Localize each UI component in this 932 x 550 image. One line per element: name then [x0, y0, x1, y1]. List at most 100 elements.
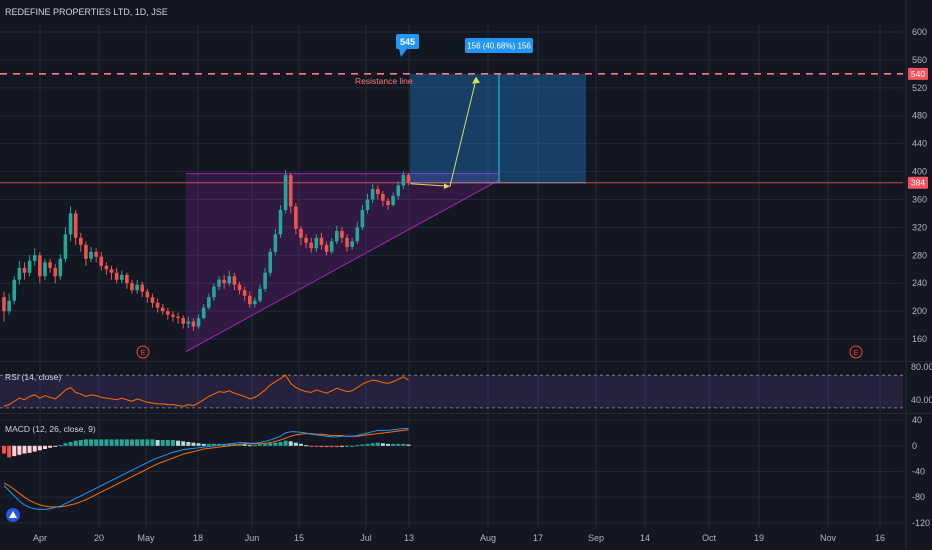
candle-body[interactable]	[191, 321, 196, 327]
candle-body[interactable]	[99, 256, 104, 266]
candle-body[interactable]	[396, 185, 401, 196]
candle-body[interactable]	[212, 286, 216, 298]
candle-body[interactable]	[242, 290, 247, 296]
candle-body[interactable]	[391, 195, 395, 206]
macd-histogram-bar	[58, 445, 63, 447]
candle-body[interactable]	[360, 209, 365, 228]
candle-body[interactable]	[166, 311, 170, 315]
rsi-line[interactable]	[3, 374, 409, 407]
macd-line[interactable]	[3, 427, 409, 510]
candle-body[interactable]	[181, 318, 185, 324]
candle-body[interactable]	[63, 234, 68, 259]
candle-body[interactable]	[130, 283, 134, 291]
candle-body[interactable]	[207, 297, 211, 308]
candle-body[interactable]	[222, 279, 226, 284]
candle-body[interactable]	[104, 265, 109, 270]
target-projection-box[interactable]	[410, 73, 586, 183]
candle-body[interactable]	[288, 175, 293, 207]
macd-histogram-bar	[370, 443, 375, 446]
candle-body[interactable]	[217, 279, 221, 287]
candle-body[interactable]	[309, 242, 313, 249]
candle-body[interactable]	[340, 230, 344, 238]
macd-signal-line[interactable]	[3, 429, 409, 508]
candle-body[interactable]	[201, 307, 206, 319]
candle-body[interactable]	[22, 267, 27, 273]
candle-body[interactable]	[38, 255, 42, 277]
candle-body[interactable]	[375, 189, 380, 194]
candle-body[interactable]	[350, 241, 354, 247]
candle-body[interactable]	[186, 321, 191, 324]
candle-body[interactable]	[345, 237, 349, 247]
candle-body[interactable]	[150, 297, 155, 303]
candle-body[interactable]	[227, 276, 232, 284]
triangle-support-edge[interactable]	[185, 180, 499, 353]
candle-body[interactable]	[273, 234, 278, 252]
candle-body[interactable]	[278, 209, 283, 235]
candle-body[interactable]	[232, 276, 237, 285]
candle-body[interactable]	[283, 175, 288, 210]
candle-body[interactable]	[119, 274, 124, 280]
candle-body[interactable]	[32, 255, 37, 261]
candle-body[interactable]	[314, 237, 319, 249]
candle-body[interactable]	[294, 206, 298, 229]
candle-body[interactable]	[94, 251, 98, 257]
candle-body[interactable]	[401, 175, 406, 186]
candle-body[interactable]	[79, 237, 83, 245]
candle-body[interactable]	[386, 200, 390, 206]
candle-body[interactable]	[84, 244, 88, 259]
candle-body[interactable]	[304, 237, 308, 243]
rsi-pane[interactable]: RSI (14, close)	[0, 372, 903, 409]
price-pane[interactable]: Resistance line 545 156 (40.68%) 156 E E	[0, 34, 903, 359]
candle-body[interactable]	[160, 307, 165, 312]
candle-body[interactable]	[247, 295, 252, 305]
candle-body[interactable]	[68, 213, 73, 235]
earnings-e-icon[interactable]	[136, 345, 150, 359]
candle-body[interactable]	[263, 272, 267, 289]
candle-body[interactable]	[355, 227, 360, 242]
candle-body[interactable]	[335, 230, 339, 242]
candle-body[interactable]	[53, 267, 57, 277]
candle-body[interactable]	[381, 193, 385, 201]
candle-body[interactable]	[27, 260, 32, 273]
candle-body[interactable]	[109, 269, 114, 273]
candle-body[interactable]	[58, 258, 63, 277]
candle-body[interactable]	[237, 284, 242, 291]
candle-body[interactable]	[140, 284, 145, 292]
candle-body[interactable]	[171, 314, 175, 317]
macd-histogram-bar	[355, 445, 360, 447]
candle-body[interactable]	[176, 316, 180, 319]
candle-body[interactable]	[7, 300, 11, 312]
price-callout-box[interactable]	[396, 34, 419, 49]
candle-body[interactable]	[73, 213, 78, 238]
candle-body[interactable]	[48, 262, 52, 268]
candle-body[interactable]	[253, 300, 257, 305]
ascending-triangle-zone[interactable]	[186, 173, 498, 352]
candle-body[interactable]	[155, 302, 160, 308]
candle-body[interactable]	[2, 297, 6, 312]
candle-body[interactable]	[258, 288, 262, 301]
candle-body[interactable]	[17, 267, 22, 280]
candle-body[interactable]	[268, 251, 273, 273]
candle-body[interactable]	[406, 175, 411, 183]
candle-body[interactable]	[43, 262, 47, 277]
candle-body[interactable]	[319, 237, 324, 245]
earnings-e-icon[interactable]	[849, 345, 863, 359]
candle-body[interactable]	[114, 272, 119, 280]
target-label-box[interactable]	[465, 38, 533, 53]
candle-body[interactable]	[324, 244, 329, 252]
macd-pane[interactable]: MACD (12, 26, close, 9)	[2, 424, 411, 510]
candle-body[interactable]	[135, 284, 139, 291]
candle-body[interactable]	[125, 274, 129, 284]
candle-body[interactable]	[299, 228, 303, 238]
candle-body[interactable]	[370, 189, 375, 200]
candle-body[interactable]	[89, 251, 93, 259]
candle-body[interactable]	[196, 318, 201, 327]
macd-histogram-bar	[227, 443, 232, 446]
macd-histogram-bar	[191, 442, 196, 446]
candle-body[interactable]	[365, 199, 370, 210]
candle-body[interactable]	[145, 291, 150, 298]
candle-body[interactable]	[329, 241, 334, 252]
candle-body[interactable]	[12, 279, 17, 301]
